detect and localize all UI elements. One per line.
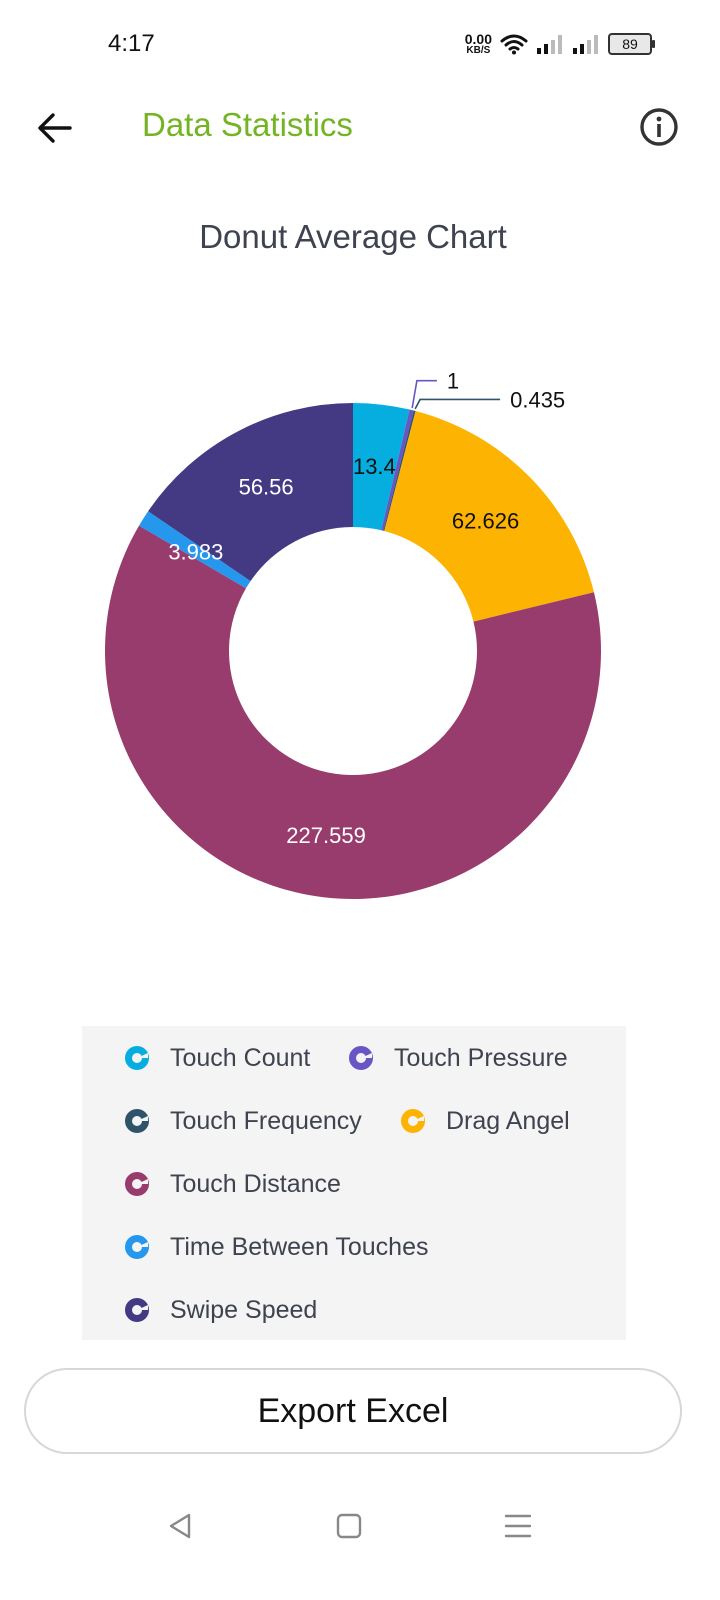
- info-button[interactable]: [634, 102, 684, 152]
- data-label-drag-angel: 62.626: [452, 509, 519, 534]
- battery-icon: 89: [608, 33, 655, 55]
- legend-label: Swipe Speed: [170, 1295, 318, 1324]
- legend-item-drag-angel[interactable]: Drag Angel: [400, 1101, 570, 1141]
- nav-back-button[interactable]: [160, 1508, 200, 1544]
- info-circle-icon: [640, 108, 678, 146]
- square-home-icon: [336, 1513, 362, 1539]
- slice-touch-frequency[interactable]: [383, 410, 416, 532]
- legend-label: Touch Count: [170, 1043, 311, 1072]
- donut-legend-icon: [349, 1046, 373, 1070]
- donut-legend-icon: [125, 1298, 149, 1322]
- app-bar: Data Statistics: [0, 88, 720, 168]
- legend-item-touch-pressure[interactable]: Touch Pressure: [348, 1038, 568, 1078]
- legend-label: Touch Frequency: [170, 1106, 362, 1135]
- legend-item-touch-frequency[interactable]: Touch Frequency: [124, 1101, 362, 1141]
- data-label-touch-frequency: 0.435: [510, 387, 565, 412]
- slice-swipe-speed[interactable]: [148, 403, 353, 582]
- signal-icon: [537, 35, 562, 54]
- legend-label: Time Between Touches: [170, 1232, 429, 1261]
- slice-touch-distance[interactable]: [105, 525, 602, 899]
- wifi-icon: [500, 34, 528, 55]
- legend-label: Touch Pressure: [394, 1043, 568, 1072]
- leader-line-touch-pressure: [411, 379, 437, 409]
- chart-title: Donut Average Chart: [199, 218, 507, 255]
- legend-item-touch-distance[interactable]: Touch Distance: [124, 1164, 341, 1204]
- nav-home-button[interactable]: [329, 1508, 369, 1544]
- donut-legend-icon: [125, 1046, 149, 1070]
- slice-drag-angel[interactable]: [384, 411, 594, 622]
- legend-label: Touch Distance: [170, 1169, 341, 1198]
- data-label-touch-distance: 227.559: [286, 823, 366, 848]
- back-button[interactable]: [30, 104, 80, 152]
- slice-touch-pressure[interactable]: [381, 409, 414, 531]
- data-label-touch-count: 13.4: [353, 454, 396, 479]
- legend-item-touch-count[interactable]: Touch Count: [124, 1038, 310, 1078]
- status-icons: 0.00 KB/S 89: [464, 28, 655, 60]
- donut-legend-icon: [401, 1109, 425, 1133]
- donut-chart: 13.4 1 0.435 62.626 227.559 3.983 56.56: [105, 369, 602, 899]
- leader-line-touch-frequency: [414, 398, 501, 410]
- slice-touch-count[interactable]: [353, 403, 410, 531]
- status-time: 4:17: [108, 30, 155, 57]
- data-label-swipe-speed: 56.56: [239, 475, 294, 500]
- donut-legend-icon: [125, 1172, 149, 1196]
- export-excel-button[interactable]: Export Excel: [24, 1368, 682, 1454]
- donut-legend-icon: [125, 1109, 149, 1133]
- slice-time-between-touches[interactable]: [139, 511, 251, 589]
- donut-legend-icon: [125, 1235, 149, 1259]
- page-title: Data Statistics: [142, 106, 353, 143]
- arrow-left-icon: [38, 113, 72, 143]
- system-nav-bar: [0, 1490, 720, 1560]
- data-label-touch-pressure: 1: [447, 369, 459, 394]
- legend-item-swipe-speed[interactable]: Swipe Speed: [124, 1290, 317, 1330]
- status-bar: 4:17 0.00 KB/S 89: [0, 0, 720, 88]
- chart-legend: Touch Count Touch Pressure Touch Frequen…: [82, 1026, 626, 1340]
- data-label-time-between-touches: 3.983: [168, 540, 223, 565]
- triangle-back-icon: [169, 1513, 191, 1539]
- signal-icon-2: [573, 35, 598, 54]
- legend-label: Drag Angel: [446, 1106, 570, 1135]
- nav-menu-button[interactable]: [498, 1508, 538, 1544]
- menu-lines-icon: [504, 1514, 532, 1538]
- legend-item-time-between-touches[interactable]: Time Between Touches: [124, 1227, 428, 1267]
- network-speed: 0.00 KB/S: [464, 31, 492, 56]
